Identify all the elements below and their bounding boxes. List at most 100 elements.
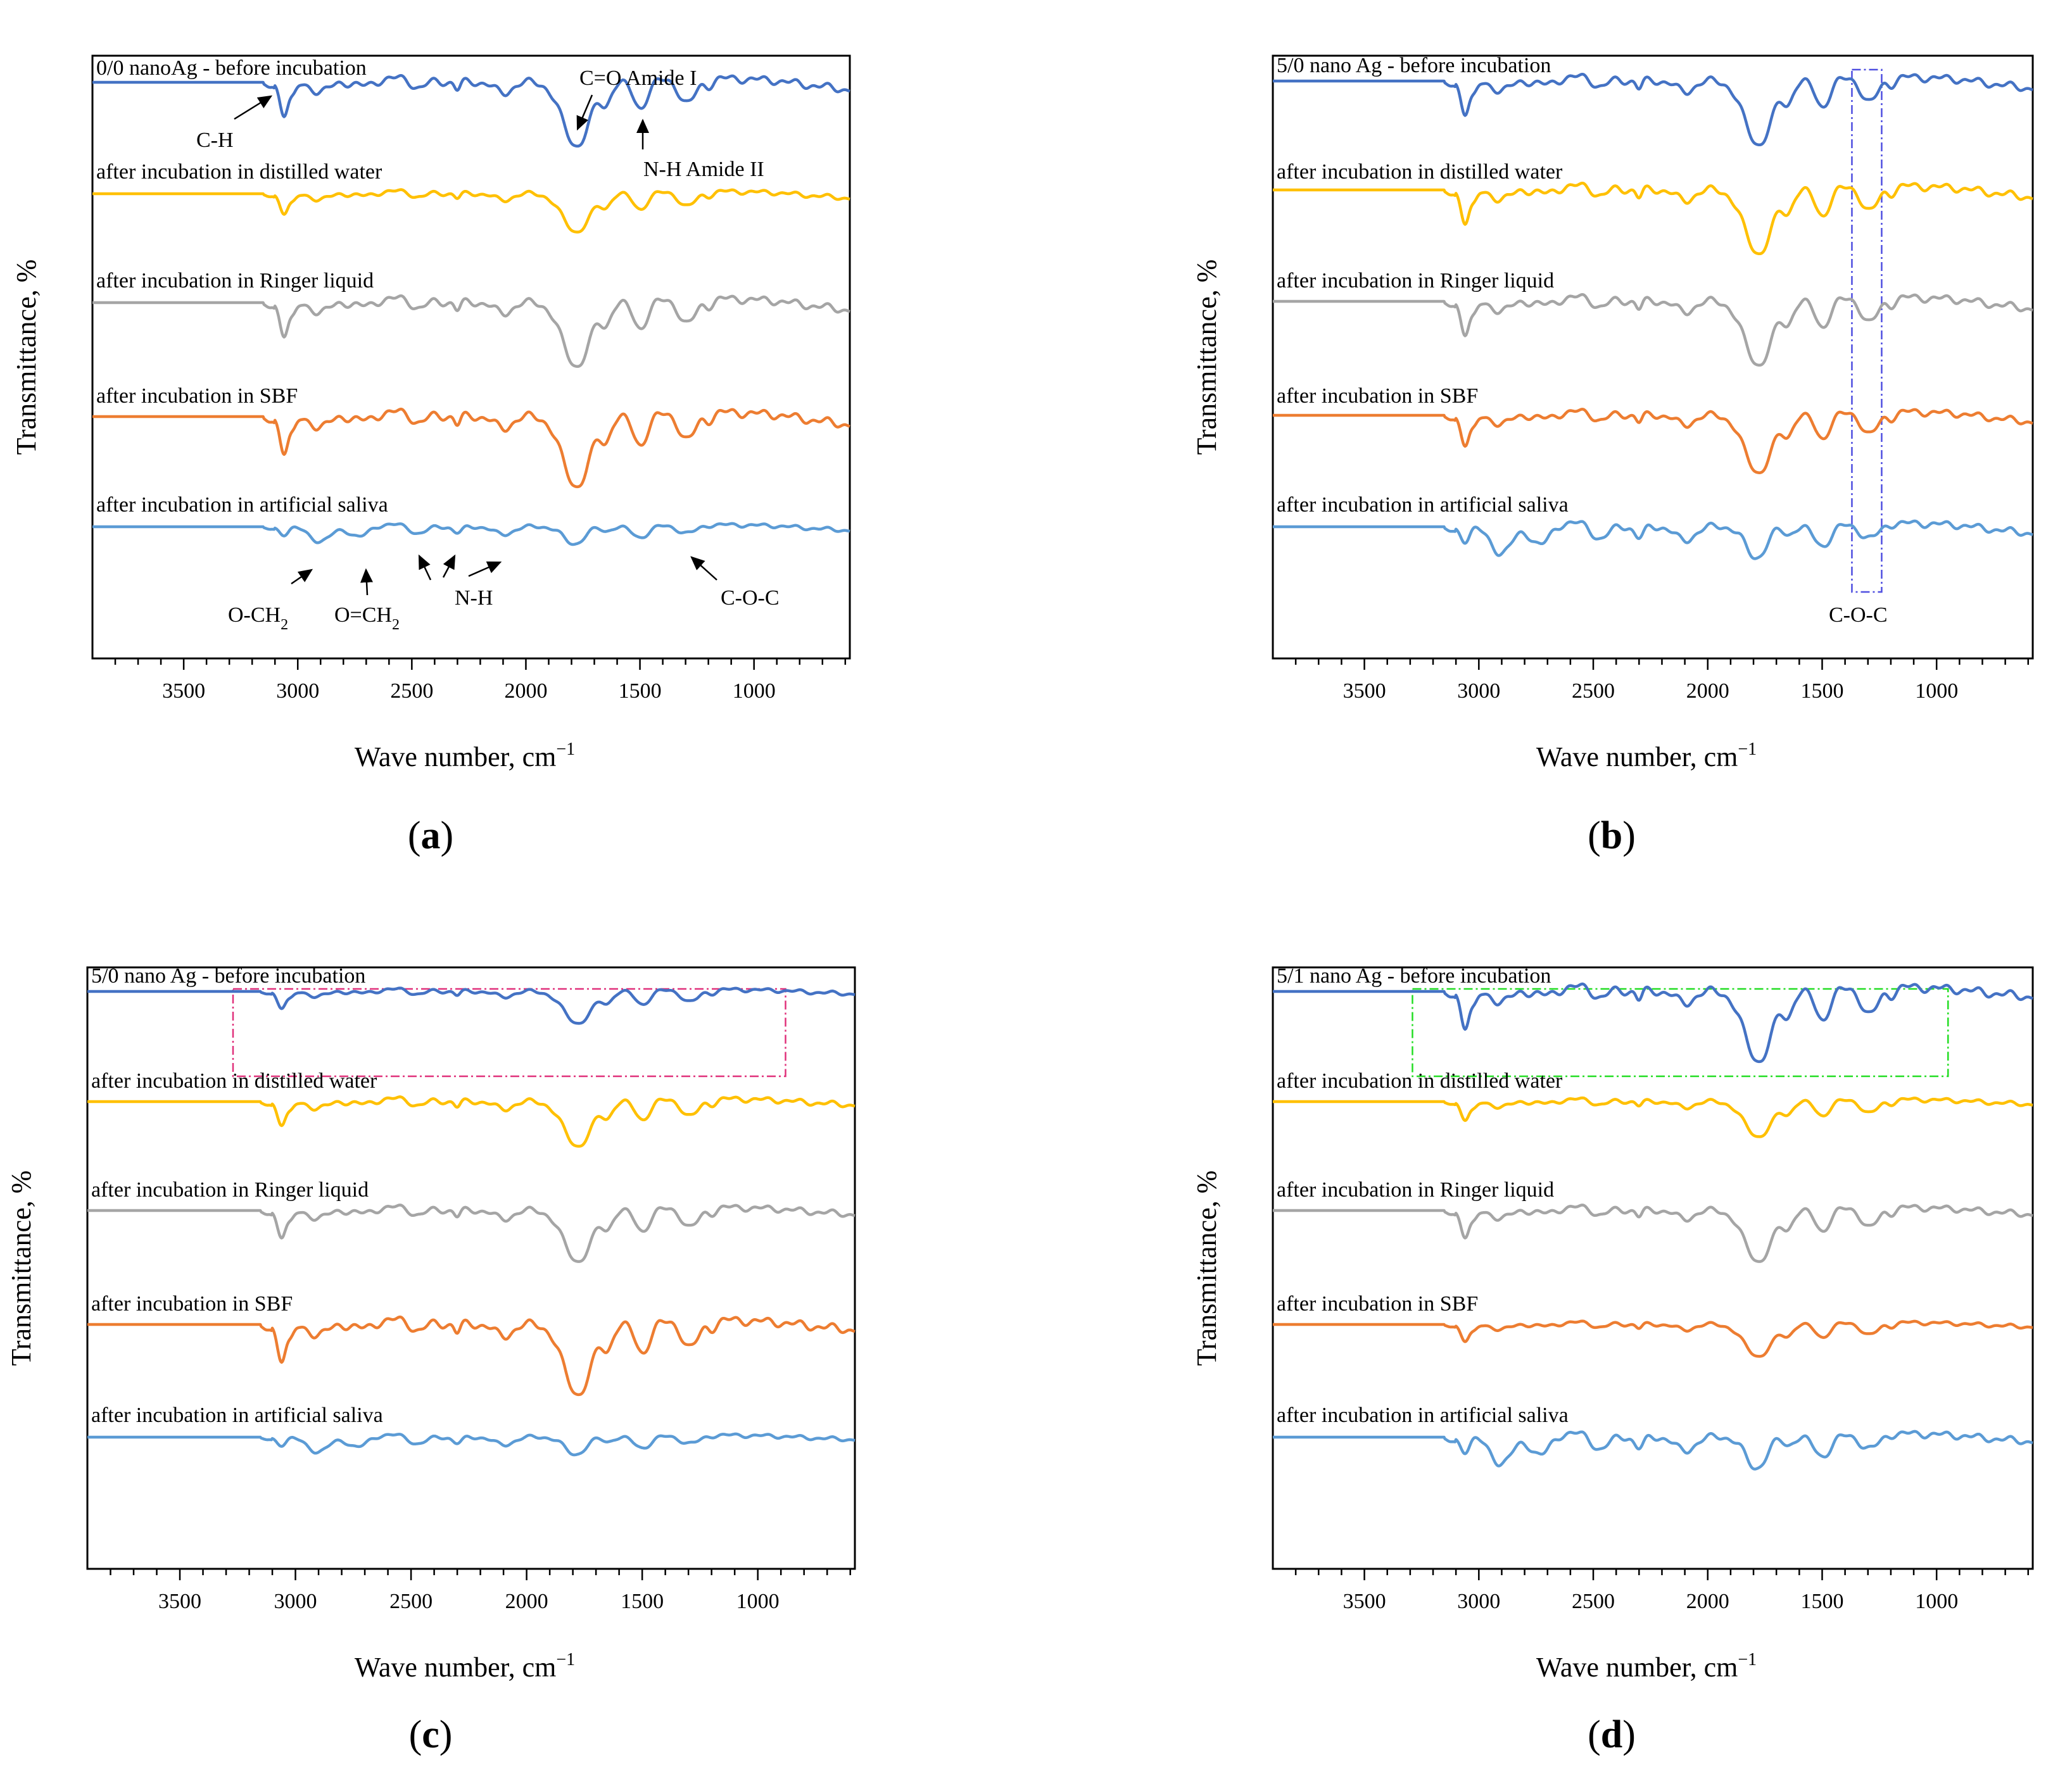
- highlight-box: [232, 988, 786, 1078]
- series-label: after incubation in artificial saliva: [1277, 1404, 1569, 1427]
- annotation-label: C=O Amide I: [579, 66, 697, 90]
- chart-panel-b: 3500 3000 2500 2000 1500 1000 Wave number, cm−…: [1191, 54, 2034, 857]
- annotation-label: O=CH2: [334, 603, 400, 633]
- panel-label: (d): [1588, 1713, 1636, 1756]
- y-axis-title: Transmittance, %: [6, 1171, 37, 1366]
- annotation-arrow: [234, 95, 273, 120]
- series-line: [1272, 292, 2033, 367]
- x-axis-title: Wave number, cm−1: [1536, 739, 1757, 772]
- x-tick-label: 2500: [390, 679, 433, 703]
- x-tick-label: 2000: [504, 679, 547, 703]
- y-axis-title: Transmittance, %: [1191, 260, 1222, 455]
- annotation-arrow: [576, 94, 593, 131]
- series-line: [1272, 982, 2033, 1064]
- x-tick-label: 2000: [1686, 1590, 1729, 1613]
- series-line: [87, 1315, 856, 1397]
- annotation-arrow: [418, 554, 432, 581]
- series-line: [1272, 408, 2033, 474]
- x-tick-label: 2000: [1686, 679, 1729, 703]
- series-line: [1272, 519, 2033, 560]
- series-label: after incubation in artificial saliva: [1277, 493, 1569, 517]
- series-line: [1272, 1096, 2033, 1138]
- plot-frame: [1272, 966, 2034, 1570]
- plot-frame: [1272, 54, 2034, 660]
- x-tick-label: 1500: [1800, 1590, 1843, 1613]
- x-tick-label: 3000: [1457, 679, 1500, 703]
- series-label: 5/0 nano Ag - before incubation: [91, 964, 365, 988]
- series-line: [1272, 1430, 2033, 1471]
- series-line: [92, 73, 850, 148]
- series-line: [1272, 1319, 2033, 1358]
- series-line: [87, 1432, 856, 1457]
- x-tick-label: 3500: [1343, 1590, 1386, 1613]
- plot-frame: [86, 966, 856, 1570]
- annotation-arrow: [690, 556, 717, 581]
- series-label: 5/1 nano Ag - before incubation: [1277, 964, 1551, 988]
- chart-panel-d: 3500 3000 2500 2000 1500 1000 Wave number, cm−…: [1191, 964, 2034, 1756]
- x-tick-label: 3000: [1457, 1590, 1500, 1613]
- series-label: after incubation in Ringer liquid: [1277, 269, 1554, 292]
- series-label: after incubation in SBF: [96, 384, 298, 408]
- series-line: [87, 1204, 856, 1263]
- series-line: [1272, 181, 2033, 256]
- x-axis-title: Wave number, cm−1: [355, 739, 575, 772]
- annotation-arrow: [291, 569, 313, 585]
- series-line: [1272, 1204, 2033, 1263]
- series-line: [92, 188, 850, 234]
- panel-label: (b): [1588, 814, 1636, 857]
- series-label: after incubation in distilled water: [1277, 1069, 1563, 1093]
- highlight-box: [1412, 988, 1949, 1078]
- x-tick-label: 2500: [389, 1590, 433, 1613]
- chart-panel-a: 3500 3000 2500 2000 1500 1000 Wave number, cm−…: [11, 54, 851, 857]
- x-tick-label: 3500: [1343, 679, 1386, 703]
- x-tick-label: 1500: [1800, 679, 1843, 703]
- y-axis-title: Transmittance, %: [1191, 1171, 1222, 1366]
- x-tick-label: 2000: [505, 1590, 548, 1613]
- annotation-arrow: [360, 568, 373, 596]
- annotation-label: C-H: [196, 129, 234, 152]
- series-label: after incubation in Ringer liquid: [1277, 1178, 1554, 1202]
- x-tick-label: 1000: [1915, 679, 1958, 703]
- x-tick-label: 1000: [1915, 1590, 1958, 1613]
- annotation-arrow: [442, 554, 456, 578]
- series-line: [87, 1095, 856, 1148]
- series-label: after incubation in SBF: [1277, 1292, 1478, 1316]
- series-label: after incubation in SBF: [91, 1292, 293, 1316]
- annotation-arrow: [468, 561, 502, 577]
- series-label: after incubation in distilled water: [91, 1069, 377, 1093]
- x-tick-label: 3000: [276, 679, 319, 703]
- annotation-label: C-O-C: [1829, 603, 1888, 627]
- x-tick-label: 1000: [733, 679, 776, 703]
- series-label: after incubation in Ringer liquid: [96, 269, 374, 292]
- x-tick-label: 3000: [274, 1590, 317, 1613]
- series-line: [92, 294, 850, 368]
- series-label: after incubation in artificial saliva: [91, 1404, 383, 1427]
- series-label: after incubation in artificial saliva: [96, 493, 388, 517]
- x-tick-label: 1000: [736, 1590, 780, 1613]
- x-tick-label: 1500: [619, 679, 662, 703]
- series-label: after incubation in Ringer liquid: [91, 1178, 369, 1202]
- series-label: after incubation in distilled water: [96, 160, 382, 184]
- series-label: after incubation in SBF: [1277, 384, 1478, 408]
- annotation-label: N-H Amide II: [643, 158, 764, 181]
- y-axis-title: Transmittance, %: [11, 260, 42, 455]
- x-tick-label: 2500: [1572, 679, 1615, 703]
- x-axis-title: Wave number, cm−1: [355, 1650, 575, 1683]
- series-line: [92, 522, 850, 546]
- series-label: 0/0 nanoAg - before incubation: [96, 56, 367, 80]
- x-tick-label: 2500: [1572, 1590, 1615, 1613]
- annotation-label: N-H: [455, 586, 493, 610]
- panel-label: (c): [409, 1713, 453, 1756]
- chart-panel-c: 3500 3000 2500 2000 1500 1000 Wave number, cm−…: [6, 964, 856, 1756]
- annotation-label: C-O-C: [721, 586, 780, 610]
- series-line: [87, 986, 856, 1025]
- series-line: [92, 407, 850, 489]
- x-tick-label: 3500: [158, 1590, 201, 1613]
- x-tick-label: 1500: [621, 1590, 664, 1613]
- plot-frame: [91, 54, 851, 660]
- series-label: after incubation in distilled water: [1277, 160, 1563, 184]
- panel-label: (a): [408, 814, 453, 857]
- series-label: 5/0 nano Ag - before incubation: [1277, 54, 1551, 77]
- x-tick-label: 3500: [162, 679, 205, 703]
